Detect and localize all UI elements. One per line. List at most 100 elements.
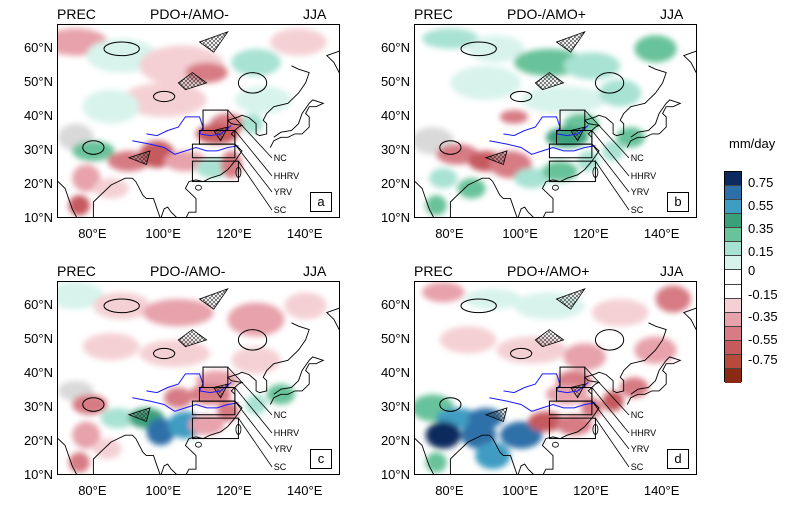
panel-letter: a xyxy=(310,192,332,212)
anomaly-patch xyxy=(100,407,136,429)
anomaly-patch xyxy=(284,292,327,320)
anomaly-patch xyxy=(521,86,607,114)
significance-hatch xyxy=(198,31,229,53)
anomaly-patch xyxy=(439,326,497,354)
anomaly-patch xyxy=(227,302,285,337)
region-box-yrv xyxy=(191,143,236,159)
region-label-nc: NC xyxy=(272,410,288,420)
colorbar-swatch xyxy=(725,172,741,187)
map-frame-a xyxy=(57,24,340,218)
coastline xyxy=(415,322,667,474)
coastline xyxy=(325,307,339,331)
anomaly-patch xyxy=(72,140,115,162)
anomaly-patch xyxy=(655,285,691,313)
significance-contour xyxy=(510,90,533,103)
river xyxy=(132,397,239,412)
region-label-hhrv: HHRV xyxy=(629,171,658,181)
colorbar-tick-label: 0.75 xyxy=(748,175,774,190)
lat-tick-label: 60°N xyxy=(23,296,53,312)
colorbar-swatch xyxy=(725,186,741,201)
lon-tick-label: 120°E xyxy=(573,483,609,498)
lon-tick-label: 80°E xyxy=(78,483,107,498)
colorbar-tick-label: -0.35 xyxy=(748,309,778,324)
anomaly-patch xyxy=(528,411,564,432)
lat-tick-label: 60°N xyxy=(23,39,53,55)
lat-tick-label: 30°N xyxy=(380,398,410,414)
anomaly-patch xyxy=(270,28,327,56)
panel-c-variable: PREC xyxy=(57,263,96,279)
significance-contour xyxy=(237,72,268,94)
significance-contour xyxy=(460,41,497,57)
region-label-nc: NC xyxy=(629,410,645,420)
anomaly-patch xyxy=(598,79,642,107)
anomaly-patch xyxy=(188,414,225,436)
colorbar-tick-label: -0.15 xyxy=(748,287,778,302)
region-label-yrv: YRV xyxy=(272,187,294,197)
river xyxy=(489,397,596,412)
panel-b-variable: PREC xyxy=(414,6,453,22)
region-label-nc: NC xyxy=(272,153,288,163)
anomaly-patch xyxy=(93,178,129,199)
coastline xyxy=(58,65,310,217)
significance-contour xyxy=(594,72,625,94)
region-label-hhrv: HHRV xyxy=(272,171,301,181)
significance-hatch xyxy=(555,288,586,310)
coastline xyxy=(415,65,667,217)
significance-contour xyxy=(82,397,105,412)
coastline xyxy=(325,50,339,74)
anomaly-patch xyxy=(72,394,108,415)
significance-contour xyxy=(82,140,105,155)
coastline xyxy=(269,99,325,148)
lat-tick-label: 60°N xyxy=(380,39,410,55)
precip-anomaly-map xyxy=(58,282,339,474)
significance-contour xyxy=(103,298,140,314)
colorbar-swatch xyxy=(725,242,741,257)
significance-hatch xyxy=(534,329,565,348)
significance-hatch xyxy=(127,150,151,166)
colorbar-tick-label: 0.35 xyxy=(748,221,774,236)
region-label-yrv: YRV xyxy=(272,444,294,454)
lat-tick-label: 60°N xyxy=(380,296,410,312)
anomaly-patch xyxy=(591,299,649,327)
region-label-hhrv: HHRV xyxy=(272,428,301,438)
region-label-hhrv: HHRV xyxy=(629,428,658,438)
lat-tick-label: 50°N xyxy=(380,330,410,346)
significance-contour xyxy=(439,140,462,155)
anomaly-patch xyxy=(82,89,140,124)
lat-tick-label: 20°N xyxy=(380,175,410,191)
lon-tick-label: 100°E xyxy=(145,483,181,498)
anomaly-patch xyxy=(450,65,522,100)
panel-d-phase: PDO+/AMO+ xyxy=(507,263,590,279)
lon-tick-label: 120°E xyxy=(216,483,252,498)
coastline xyxy=(626,99,682,148)
anomaly-patch xyxy=(241,113,264,134)
panel-d-variable: PREC xyxy=(414,263,453,279)
region-box-sc xyxy=(191,417,239,440)
anomaly-patch xyxy=(460,421,497,449)
region-box-sc xyxy=(548,160,596,183)
region-box-yrv xyxy=(548,400,593,416)
significance-contour xyxy=(153,90,176,103)
significance-hatch xyxy=(177,329,208,348)
river xyxy=(132,140,239,155)
river xyxy=(146,116,232,137)
anomaly-patch xyxy=(514,167,550,189)
lat-tick-label: 50°N xyxy=(23,73,53,89)
lat-tick-label: 10°N xyxy=(380,210,410,225)
anomaly-patch xyxy=(499,110,529,124)
lon-tick-label: 100°E xyxy=(502,483,538,498)
region-label-yrv: YRV xyxy=(629,444,651,454)
anomaly-patch xyxy=(422,282,465,303)
coastline xyxy=(58,322,310,474)
panel-b-phase: PDO-/AMO+ xyxy=(507,6,586,22)
panel-b-season: JJA xyxy=(660,6,684,22)
anomaly-patch xyxy=(164,150,207,172)
anomaly-patch xyxy=(422,28,479,49)
anomaly-patch xyxy=(429,167,458,189)
colorbar-swatch xyxy=(725,354,741,369)
significance-hatch xyxy=(198,288,229,310)
significance-contour xyxy=(103,41,140,57)
region-box-yrv xyxy=(548,143,593,159)
anomaly-patch xyxy=(245,394,267,415)
precip-anomaly-map xyxy=(415,25,696,217)
